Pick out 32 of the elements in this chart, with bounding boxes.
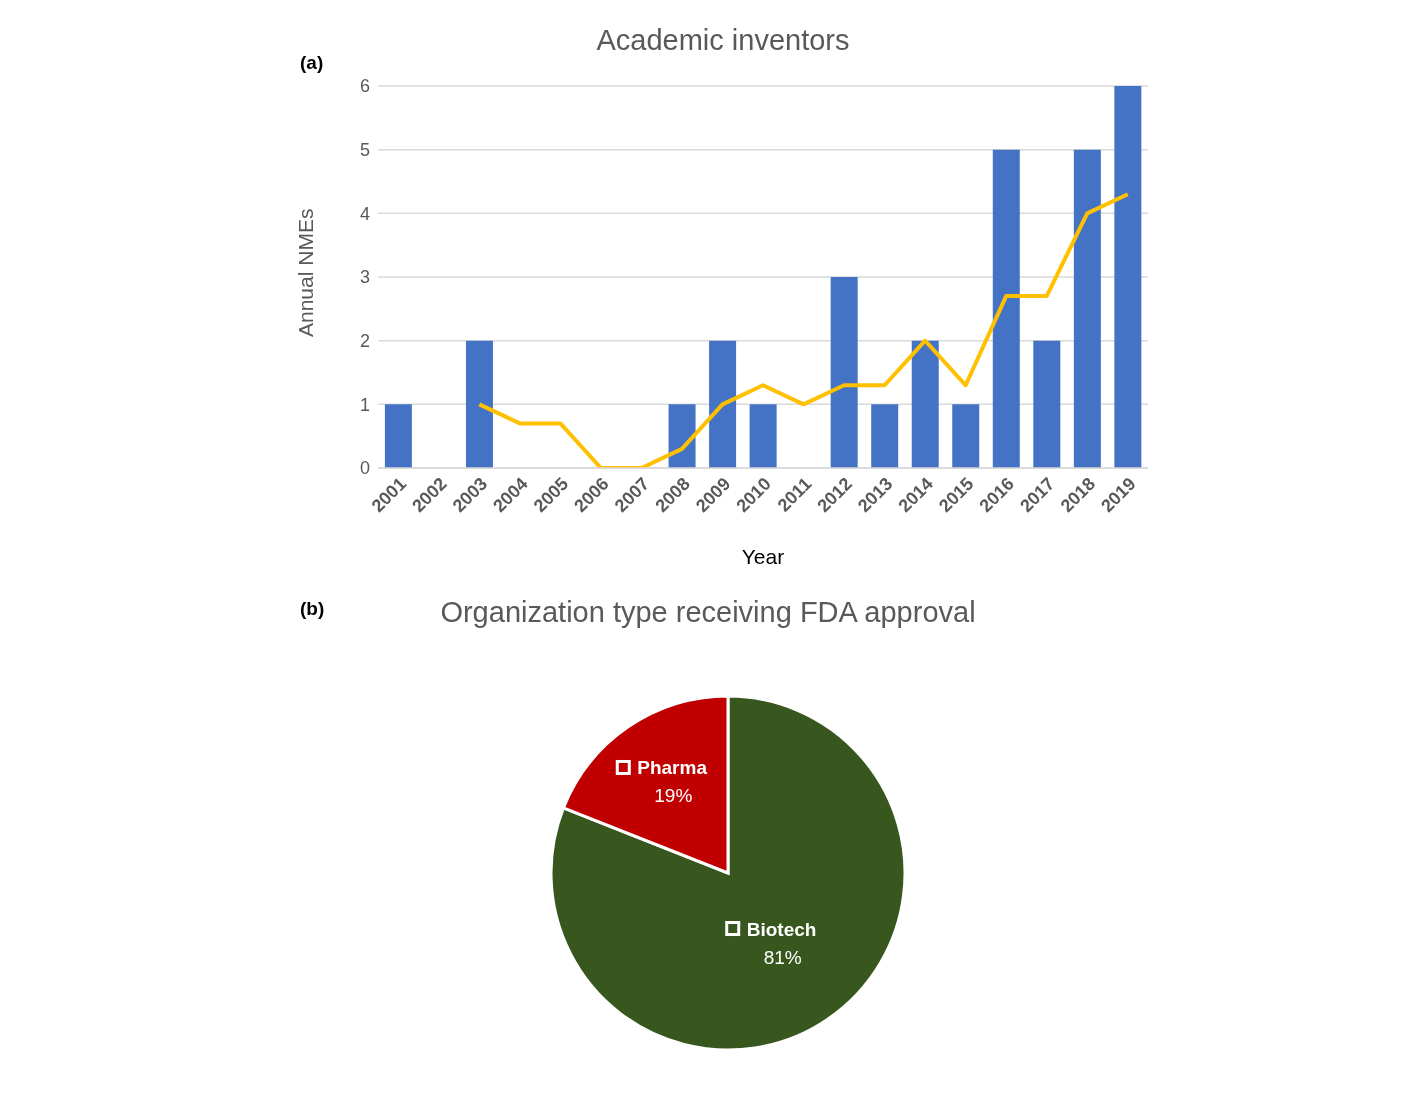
y-tick-label: 6 <box>359 76 370 97</box>
chart-title: Academic inventors <box>596 24 850 56</box>
bar <box>749 404 777 468</box>
y-axis-title: Annual NMEs <box>294 208 318 337</box>
y-tick-label: 0 <box>359 458 370 479</box>
text: (b) <box>300 598 325 620</box>
bar <box>911 340 939 468</box>
bar <box>952 404 980 468</box>
bar <box>1073 149 1101 468</box>
bar <box>1114 86 1142 468</box>
slice-label: Biotech <box>746 918 817 940</box>
y-tick-label: 1 <box>359 394 370 415</box>
pie-slice <box>549 694 907 1052</box>
y-tick-label: 4 <box>359 203 370 224</box>
bar <box>1033 340 1061 468</box>
chart-title: Organization type receiving FDA approval <box>440 596 976 628</box>
y-tick-label: 2 <box>359 331 370 352</box>
y-tick-label: 5 <box>359 140 370 161</box>
slice-label: Pharma <box>637 757 708 779</box>
data-label: 19% <box>654 785 693 807</box>
x-axis-title: Year <box>741 545 785 568</box>
bar <box>992 149 1020 468</box>
y-tick-label: 3 <box>359 267 370 288</box>
text: (a) <box>300 52 324 74</box>
bar <box>830 277 858 468</box>
bar <box>709 340 737 468</box>
bar <box>384 404 412 468</box>
data-label: 81% <box>763 946 802 968</box>
line-series <box>477 192 1130 468</box>
bar <box>668 404 696 468</box>
bar <box>465 340 493 468</box>
bar <box>871 404 899 468</box>
